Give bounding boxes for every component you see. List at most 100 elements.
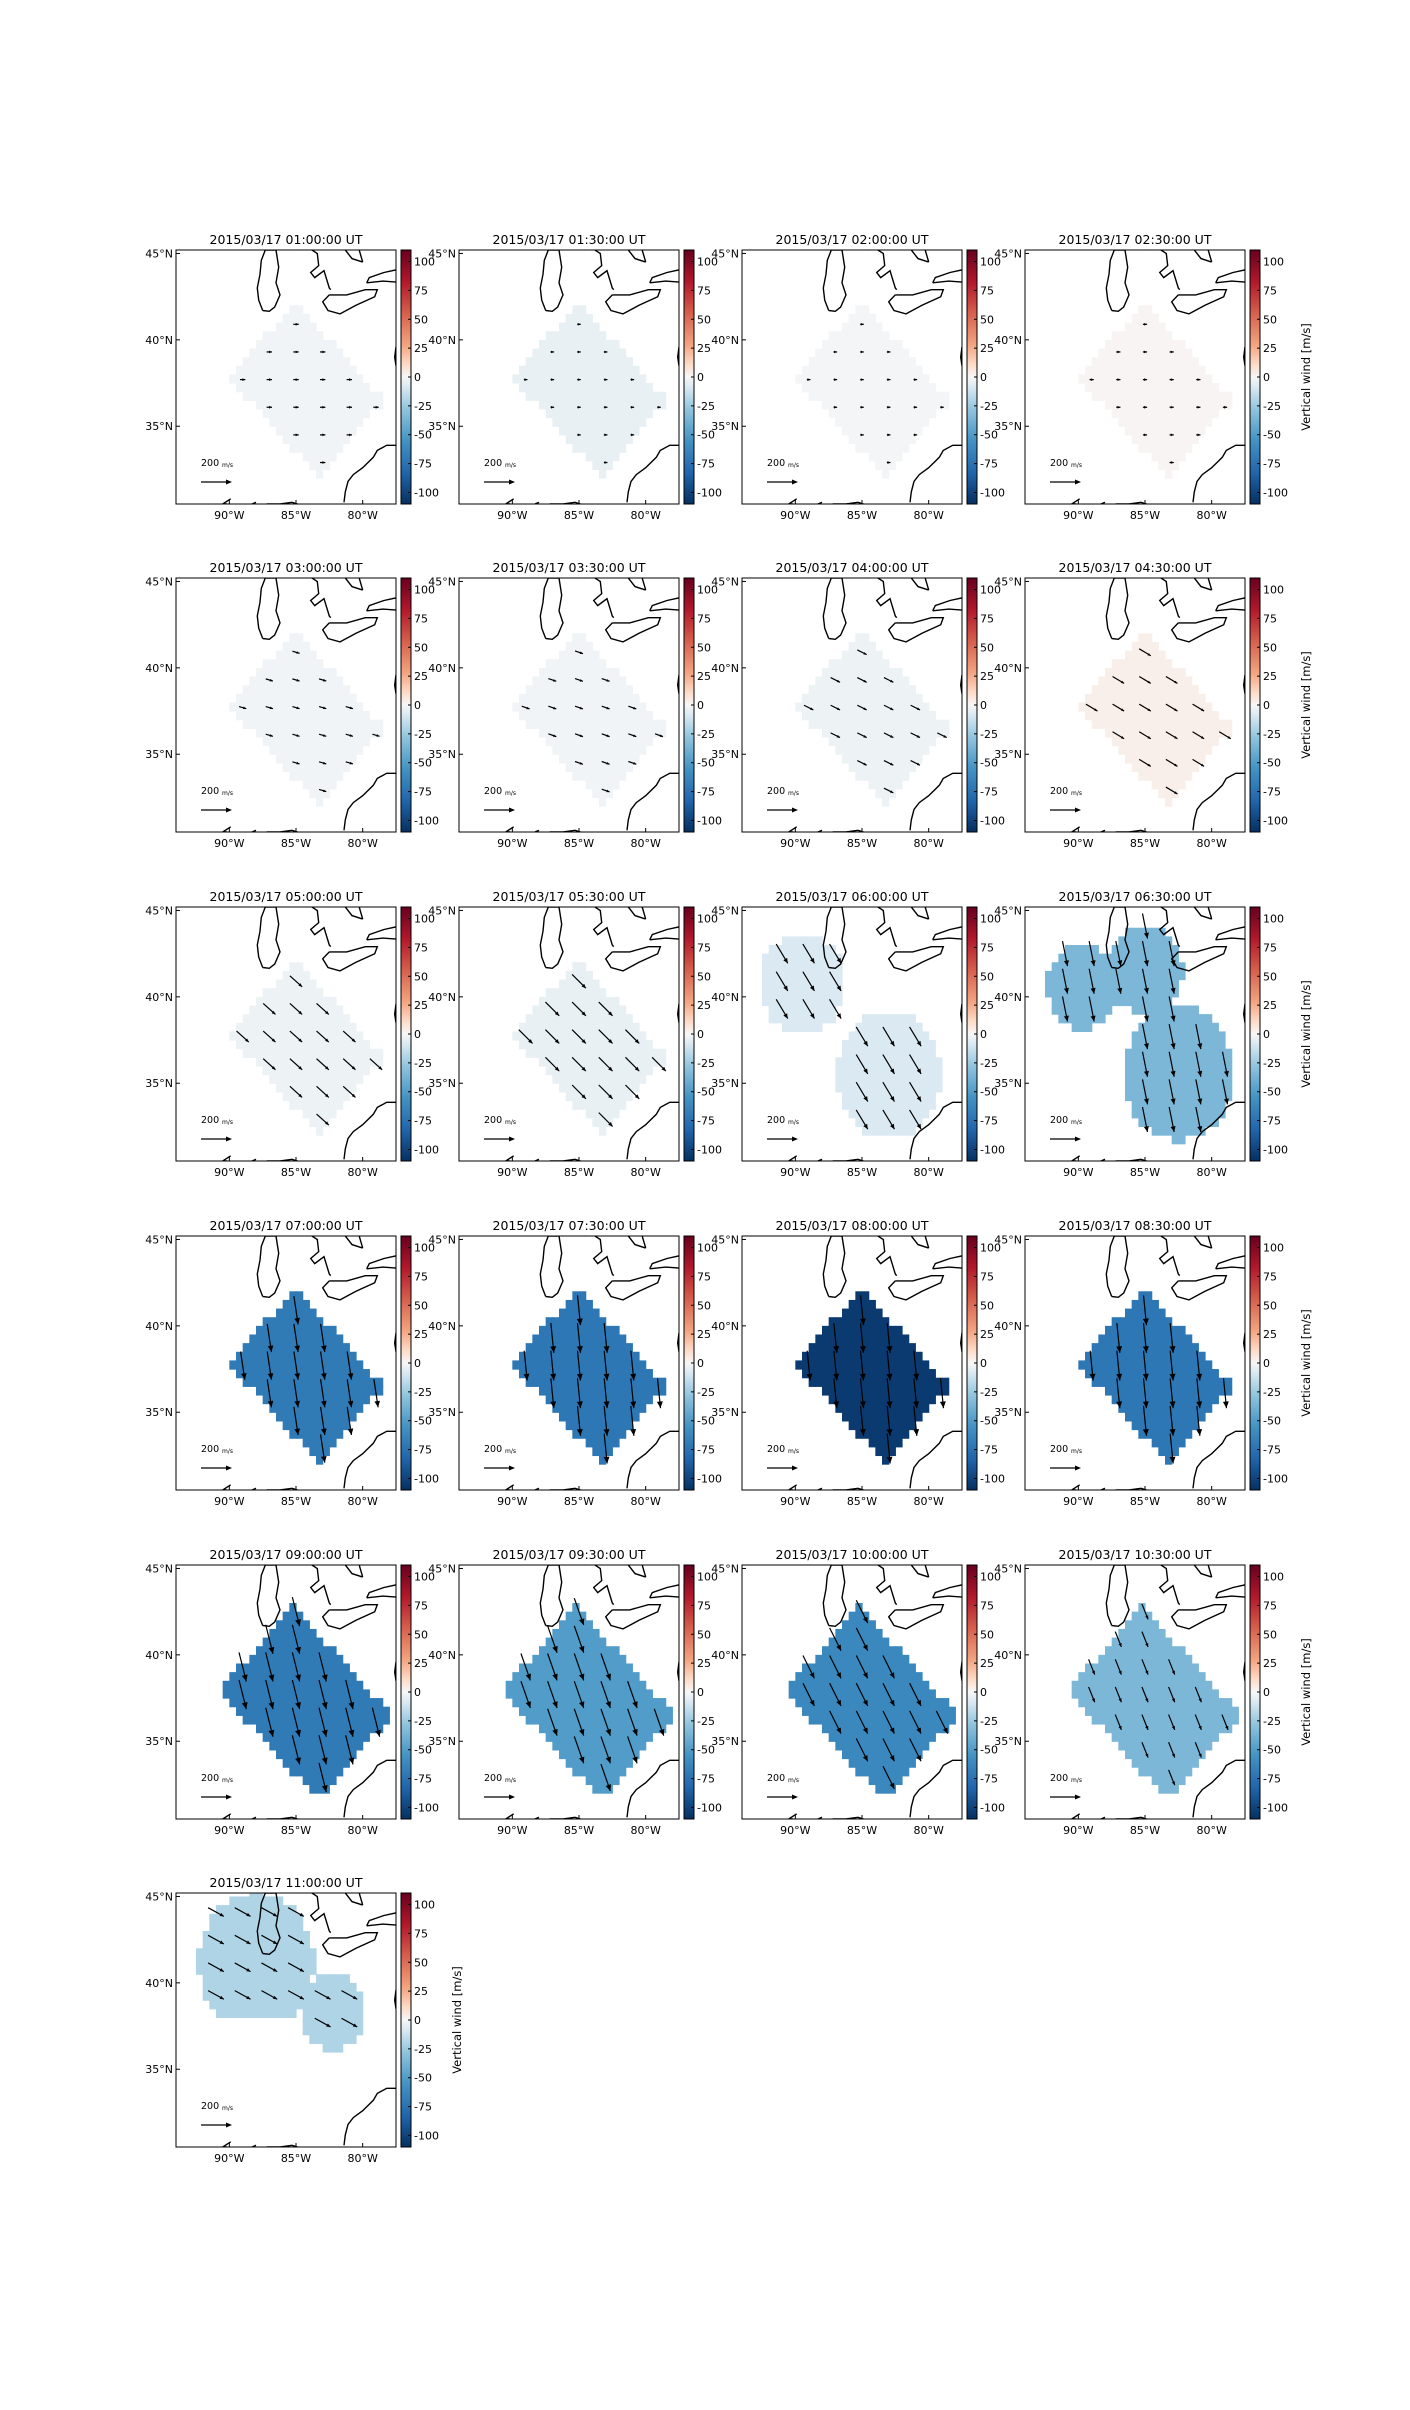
wind-cell [1165,667,1173,678]
colorbar-tick-label: 100 [414,1242,435,1255]
wind-cell [276,1040,284,1050]
wind-cell [572,1325,580,1336]
colorbar-tick-label: 50 [980,641,994,654]
wind-cell [282,408,290,419]
wind-cell [552,1031,560,1041]
wind-cell [802,383,810,393]
wind-cell [1178,745,1186,755]
wind-cell [599,754,607,764]
wind-cell [525,1369,533,1379]
wind-cell [1171,754,1179,764]
wind-cell [599,452,607,462]
wind-cell [579,1074,587,1084]
wind-cell [269,728,277,738]
wind-cell [599,408,607,419]
wind-cell [855,1317,863,1327]
wind-cell [572,400,580,410]
wind-cell [1118,719,1126,729]
wind-cell [888,443,896,453]
wind-cell [282,745,290,755]
wind-cell [882,780,890,790]
wind-cell [599,788,607,799]
wind-cell [848,1325,856,1336]
wind-cell [599,1091,607,1102]
wind-cell [1165,1065,1173,1076]
wind-cell [875,1403,883,1413]
wind-cell [322,780,330,790]
wind-cell [605,762,613,773]
wind-cell [289,762,297,773]
wind-arrowhead [1223,1070,1229,1077]
wind-cell [625,754,633,764]
colorbar-tick-label: 25 [980,1328,994,1341]
wind-cell [289,1369,297,1379]
wind-cell [289,1360,297,1370]
wind-cell [236,383,244,393]
wind-cell [1091,719,1099,729]
wind-cell [842,676,850,686]
wind-cell [842,1040,850,1050]
wind-cell [1178,667,1186,678]
wind-cell [915,1083,923,1093]
wind-cell [1118,745,1126,755]
wind-cell [1185,391,1193,401]
lat-tick-label: 40°N [711,334,739,347]
wind-cell [552,719,560,729]
wind-cell [1098,1377,1106,1387]
wind-cell [1198,1100,1206,1110]
wind-cell [1178,1005,1186,1015]
wind-cell [1118,693,1126,704]
wind-cell [296,408,304,419]
wind-cell [848,1100,856,1110]
coastline [343,444,396,503]
wind-cell [835,391,843,401]
wind-cell [1191,1074,1199,1084]
wind-cell [848,719,856,729]
wind-cell [309,1117,317,1128]
wind-cell [1138,988,1146,998]
wind-cell [619,1005,627,1015]
wind-cell [1185,728,1193,738]
wind-cell [296,365,304,376]
wind-cell [605,460,613,471]
wind-cell [1151,667,1159,678]
reference-arrowhead [1075,807,1081,813]
wind-cell [808,953,816,963]
colorbar-tick-label: 0 [414,1028,421,1041]
wind-cell [585,1351,593,1362]
lon-tick-label: 80°W [913,1495,943,1508]
wind-cell [599,1022,607,1033]
wind-cell [1185,1065,1193,1076]
wind-cell [329,1438,337,1448]
wind-cell [875,1334,883,1344]
coastline [649,597,679,612]
wind-cell [572,676,580,686]
wind-cell [815,676,823,686]
wind-cell [585,667,593,678]
lon-tick-label: 85°W [564,1495,594,1508]
wind-cell [565,1005,573,1015]
wind-cell [539,1022,547,1033]
wind-cell [309,1446,317,1457]
wind-cell [848,434,856,445]
wind-cell [1171,745,1179,755]
wind-arrowhead [550,1346,557,1353]
wind-cell [908,365,916,376]
wind-cell [1151,313,1159,324]
wind-cell [585,1429,593,1439]
wind-cell [269,676,277,686]
wind-arrowhead [295,322,299,326]
wind-cell [1131,1040,1139,1050]
wind-arrowhead [863,652,867,655]
wind-cell [875,339,883,350]
wind-cell [552,1394,560,1405]
wind-cell [855,693,863,704]
wind-cell [362,391,370,401]
wind-cell [249,693,257,704]
lat-tick-label: 45°N [145,247,173,260]
wind-cell [565,736,573,747]
wind-cell [349,400,357,410]
wind-cell [256,1351,264,1362]
coastline [626,772,679,831]
wind-cell [882,762,890,773]
